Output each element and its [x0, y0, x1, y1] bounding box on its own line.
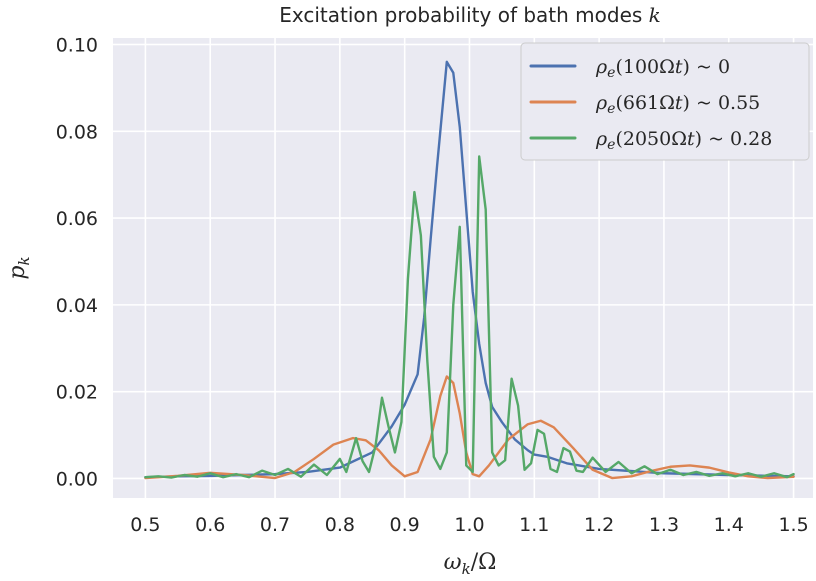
y-tick-label: 0.02 [56, 382, 98, 404]
legend: ρe(100Ωt) ~ 0 ρe(661Ωt) ~ 0.55 ρe(2050Ωt… [520, 42, 810, 161]
legend-label-3: ρe(2050Ωt) ~ 0.28 [595, 128, 772, 153]
y-tick-label: 0.04 [56, 295, 98, 317]
chart-title: Excitation probability of bath modes k [279, 3, 661, 27]
x-tick-label: 0.6 [195, 514, 225, 536]
x-tick-label: 0.8 [325, 514, 355, 536]
y-tick-labels: 0.00 0.02 0.04 0.06 0.08 0.10 [56, 35, 98, 491]
x-axis-label: ωk/Ω [444, 550, 497, 578]
x-axis-label-omega: ω [444, 550, 462, 575]
x-tick-label: 1.2 [584, 514, 614, 536]
x-tick-label: 1.3 [649, 514, 679, 536]
y-tick-label: 0.08 [56, 121, 98, 143]
x-tick-label: 1.5 [778, 514, 808, 536]
y-axis-label-p: p [5, 266, 30, 280]
series-layer [144, 60, 795, 480]
y-tick-label: 0.00 [56, 468, 98, 490]
x-tick-label: 0.9 [390, 514, 420, 536]
series-line-3 [144, 155, 795, 479]
chart-title-main: Excitation probability of bath modes [279, 3, 648, 27]
legend-label-2: ρe(661Ωt) ~ 0.55 [595, 92, 760, 117]
x-tick-label: 1.4 [714, 514, 744, 536]
chart-title-var: k [649, 3, 661, 27]
x-tick-label: 0.5 [130, 514, 160, 536]
y-tick-label: 0.10 [56, 35, 98, 57]
y-axis-label-sub: k [15, 256, 33, 265]
x-tick-label: 1.0 [454, 514, 484, 536]
legend-label-1: ρe(100Ωt) ~ 0 [595, 56, 730, 81]
x-tick-label: 0.7 [260, 514, 290, 536]
legend-box [520, 42, 810, 161]
y-tick-label: 0.06 [56, 208, 98, 230]
x-tick-label: 1.1 [519, 514, 549, 536]
series-line-1 [144, 60, 795, 479]
y-axis-label: pk [5, 256, 33, 279]
x-tick-labels: 0.5 0.6 0.7 0.8 0.9 1.0 1.1 1.2 1.3 1.4 1.5 [130, 514, 808, 536]
x-axis-label-sub: k [462, 560, 471, 578]
x-axis-label-rest: /Ω [471, 550, 497, 575]
